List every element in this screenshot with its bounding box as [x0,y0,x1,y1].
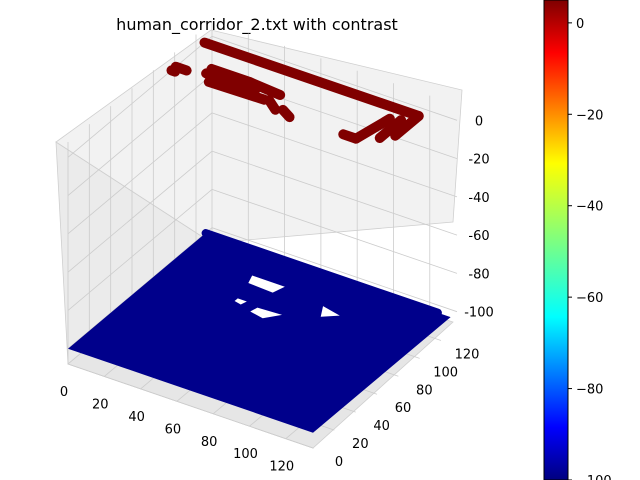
y-tick-label: 60 [395,401,412,416]
z-tick-label: -40 [468,191,489,206]
grid-z [67,189,213,311]
grid-z [211,35,458,121]
grid-y [67,363,314,449]
grid-z [67,74,213,196]
z-tick-label: -20 [468,153,489,168]
colorbar-tick-label: −20 [576,108,603,123]
y-tick-label: 40 [373,419,390,434]
x-tick-label: 60 [165,422,182,437]
x-tick-label: 20 [92,397,109,412]
y-tick-label: 100 [433,365,458,380]
wall-points [166,65,181,77]
grid-z [67,36,213,158]
y-tick-label: 120 [455,347,480,362]
floor-gap [248,275,285,293]
colorbar-tick-label: −40 [576,200,603,215]
wall-points [201,68,261,96]
wall-points [206,63,255,88]
grid-z [211,150,458,236]
y-tick-label: 80 [416,383,433,398]
z-tick-label: -100 [464,306,494,321]
grid-z [67,112,213,235]
wall-points [338,129,361,144]
wall-points [264,95,281,115]
colorbar [543,0,569,480]
pane-back [55,29,463,244]
floor-gap [234,298,247,305]
z-tick-label: 0 [475,114,483,129]
wall-points [199,37,424,122]
colorbar-tick-label: −100 [576,474,612,480]
wall-points [374,115,407,143]
y-tick-label: 0 [335,455,343,470]
x-tick-label: 120 [269,460,294,475]
floor-points [68,233,451,433]
x-tick-label: 0 [60,385,68,400]
x-tick-label: 100 [233,447,258,462]
wall-points [203,76,270,105]
y-tick-label: 20 [352,437,369,452]
wall-points [390,111,424,141]
floor-gap [320,306,340,317]
grid-z [211,112,458,198]
grid-z [67,150,213,273]
x-tick-label: 80 [201,435,218,450]
z-tick-label: -60 [468,229,489,244]
colorbar-tick-label: 0 [576,17,584,32]
colorbar-tick-label: −80 [576,383,603,398]
wall-points [244,77,286,101]
colorbar-ticks: 0 −20 −40 −60 −80 −100 [568,17,612,480]
chart-title: human_corridor_2.txt with contrast [116,15,398,35]
x-tick-label: 40 [128,410,145,425]
colorbar-tick-label: −60 [576,291,603,306]
z-tick-label: -80 [468,267,489,282]
wall-points [277,104,295,123]
floor-edge-points [201,229,442,317]
floor-gap [250,307,283,319]
data-points [68,37,451,433]
grid-z [211,189,458,274]
wall-points [350,113,395,144]
grid-z [211,227,458,313]
